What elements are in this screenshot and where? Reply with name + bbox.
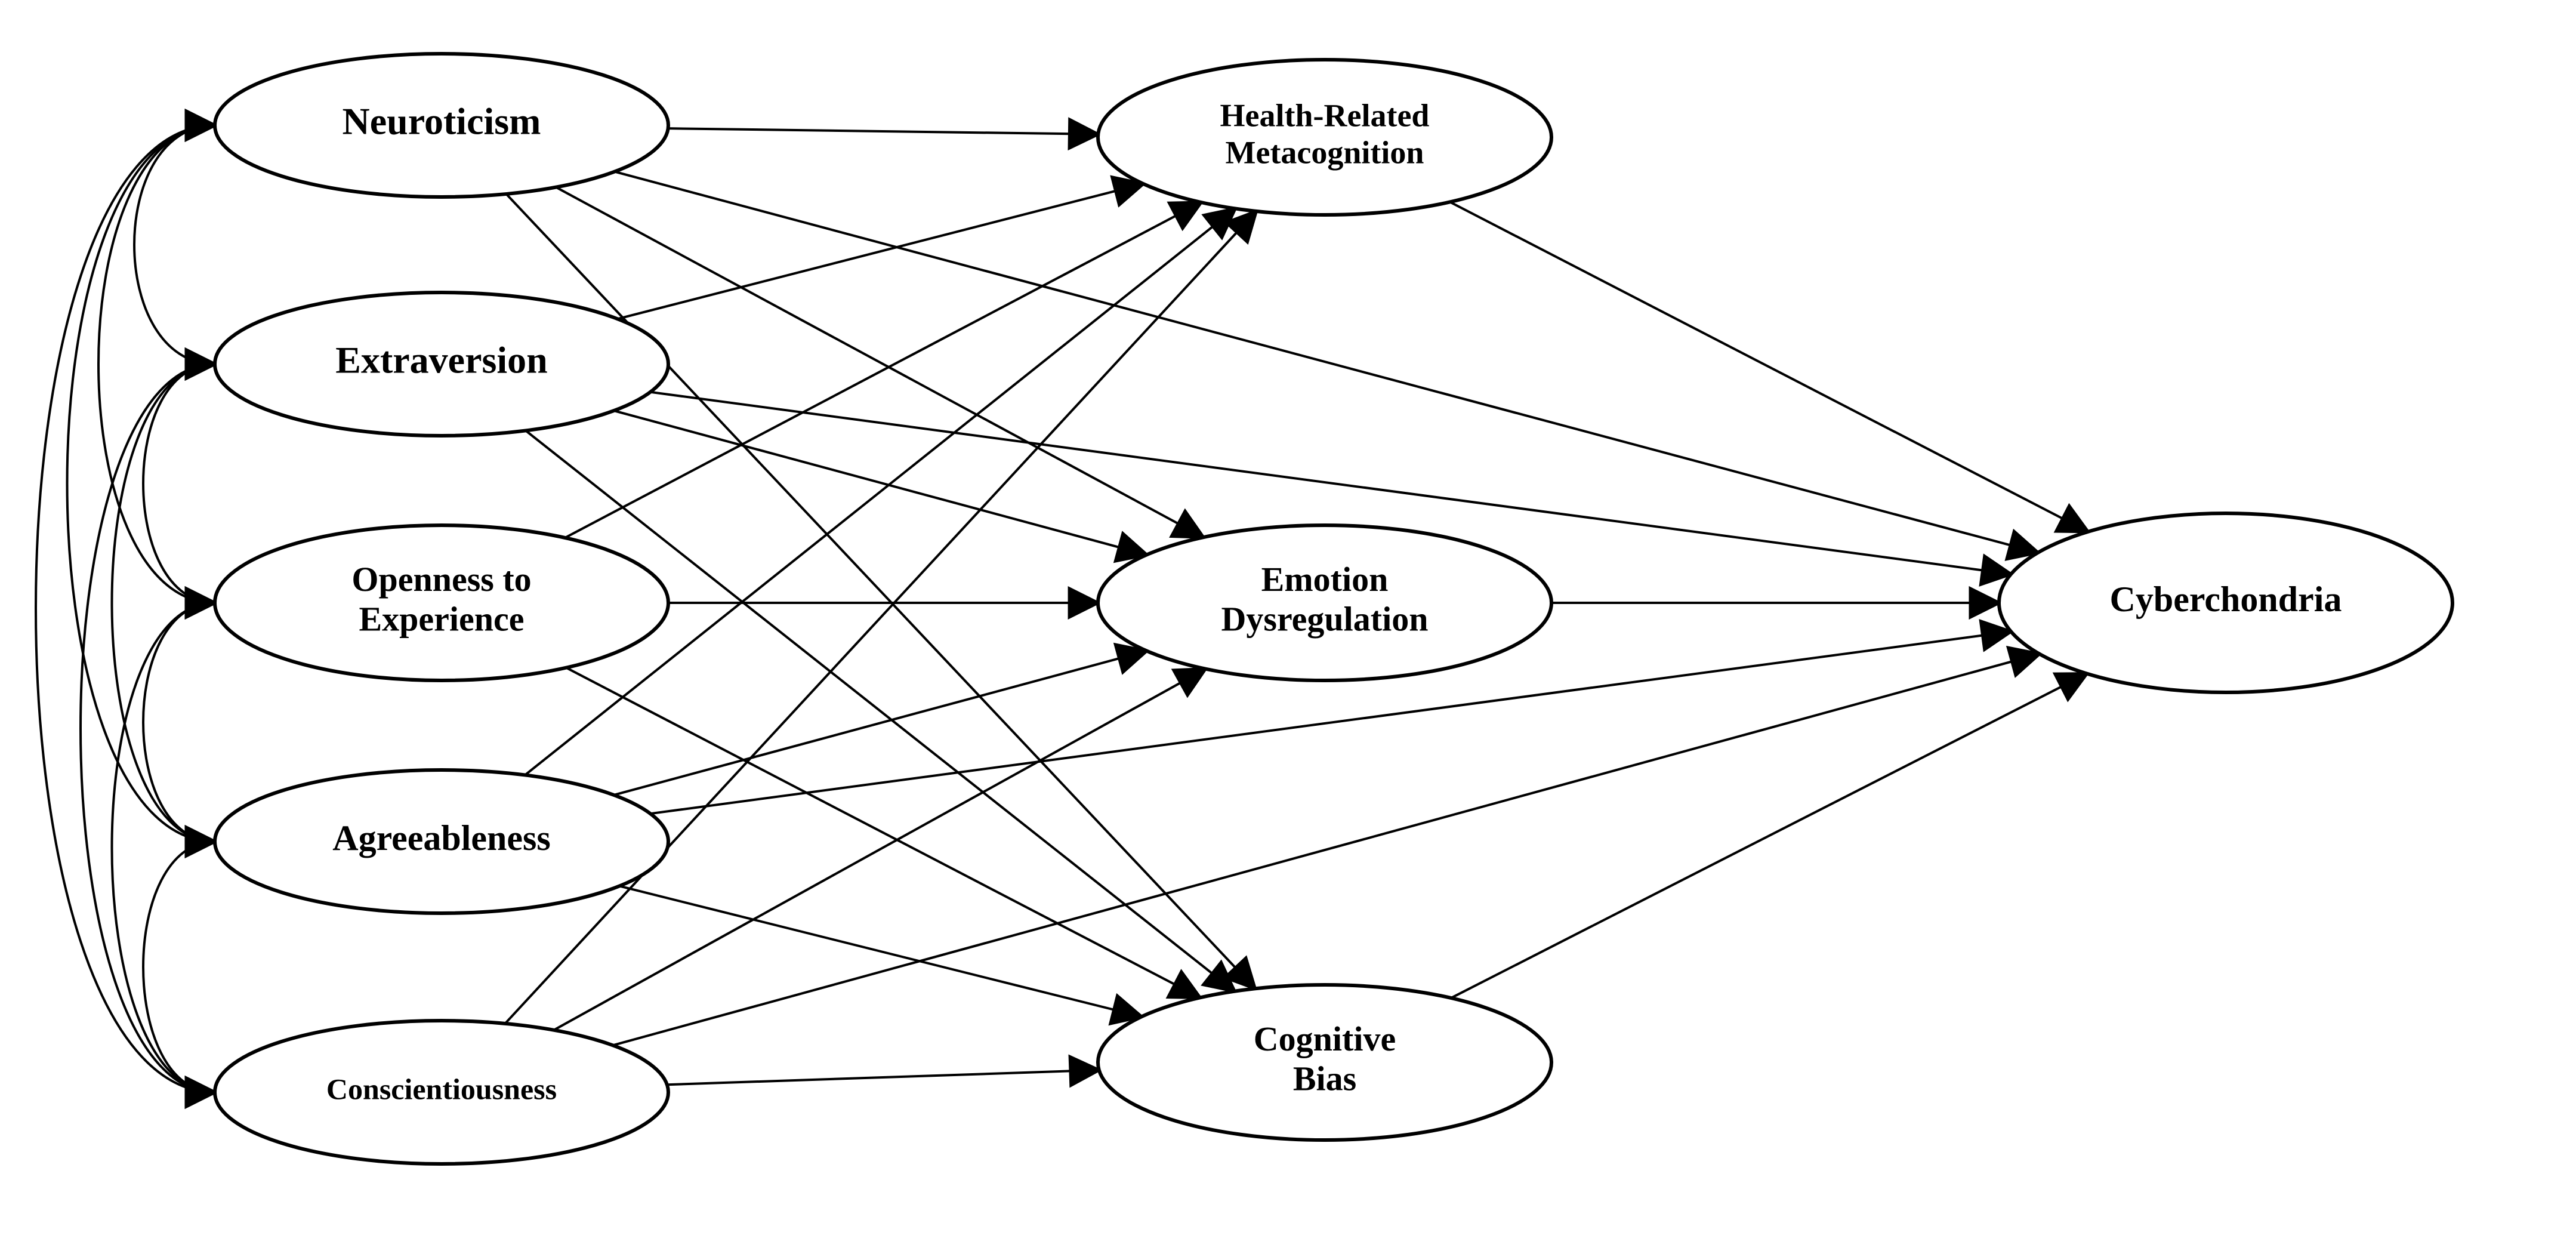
node-conscientiousness: Conscientiousness xyxy=(215,1021,668,1164)
node-label-emotion-line2: Dysregulation xyxy=(1221,600,1429,639)
node-label-metacognition-line2: Metacognition xyxy=(1226,134,1424,170)
node-cogbias: CognitiveBias xyxy=(1098,985,1551,1140)
covariance-openness-conscientiousness xyxy=(112,603,215,1092)
covariance-extraversion-conscientiousness xyxy=(81,364,215,1092)
node-label-metacognition-line1: Health-Related xyxy=(1220,97,1430,133)
covariance-extraversion-openness xyxy=(143,364,215,603)
node-label-neuroticism: Neuroticism xyxy=(343,100,541,143)
node-extraversion: Extraversion xyxy=(215,292,668,436)
edge-cogbias-to-cyberchondria xyxy=(1451,674,2087,998)
covariance-neuroticism-agreeableness xyxy=(67,125,215,842)
node-label-emotion-line1: Emotion xyxy=(1261,560,1389,599)
covariance-extraversion-agreeableness xyxy=(112,364,215,842)
node-label-agreeableness: Agreeableness xyxy=(332,818,551,858)
edge-agreeableness-to-metacognition xyxy=(525,208,1235,775)
node-label-cyberchondria: Cyberchondria xyxy=(2110,580,2342,619)
node-metacognition: Health-RelatedMetacognition xyxy=(1098,60,1551,215)
edge-neuroticism-to-cyberchondria xyxy=(615,172,2038,553)
node-label-cogbias-line2: Bias xyxy=(1293,1059,1356,1098)
edge-neuroticism-to-metacognition xyxy=(668,128,1099,134)
edge-extraversion-to-emotion xyxy=(614,411,1147,554)
node-label-openness-line1: Openness to xyxy=(351,560,531,599)
node-cyberchondria: Cyberchondria xyxy=(1999,513,2452,692)
node-neuroticism: Neuroticism xyxy=(215,54,668,197)
edge-conscientiousness-to-cogbias xyxy=(667,1070,1099,1085)
path-diagram: Neuroticism Extraversion Openness toExperi… xyxy=(0,0,2576,1260)
node-label-conscientiousness: Conscientiousness xyxy=(326,1072,557,1105)
node-label-openness-line2: Experience xyxy=(359,600,524,639)
node-label-cogbias-line1: Cognitive xyxy=(1254,1019,1396,1058)
covariance-agreeableness-conscientiousness xyxy=(143,842,215,1092)
edge-metacognition-to-cyberchondria xyxy=(1450,202,2088,531)
node-label-extraversion: Extraversion xyxy=(335,339,548,381)
node-emotion: EmotionDysregulation xyxy=(1098,525,1551,680)
node-openness: Openness toExperience xyxy=(215,525,668,680)
edge-extraversion-to-metacognition xyxy=(618,184,1143,319)
node-agreeableness: Agreeableness xyxy=(215,770,668,913)
covariance-openness-agreeableness xyxy=(143,603,215,842)
edge-agreeableness-to-emotion xyxy=(614,651,1147,795)
